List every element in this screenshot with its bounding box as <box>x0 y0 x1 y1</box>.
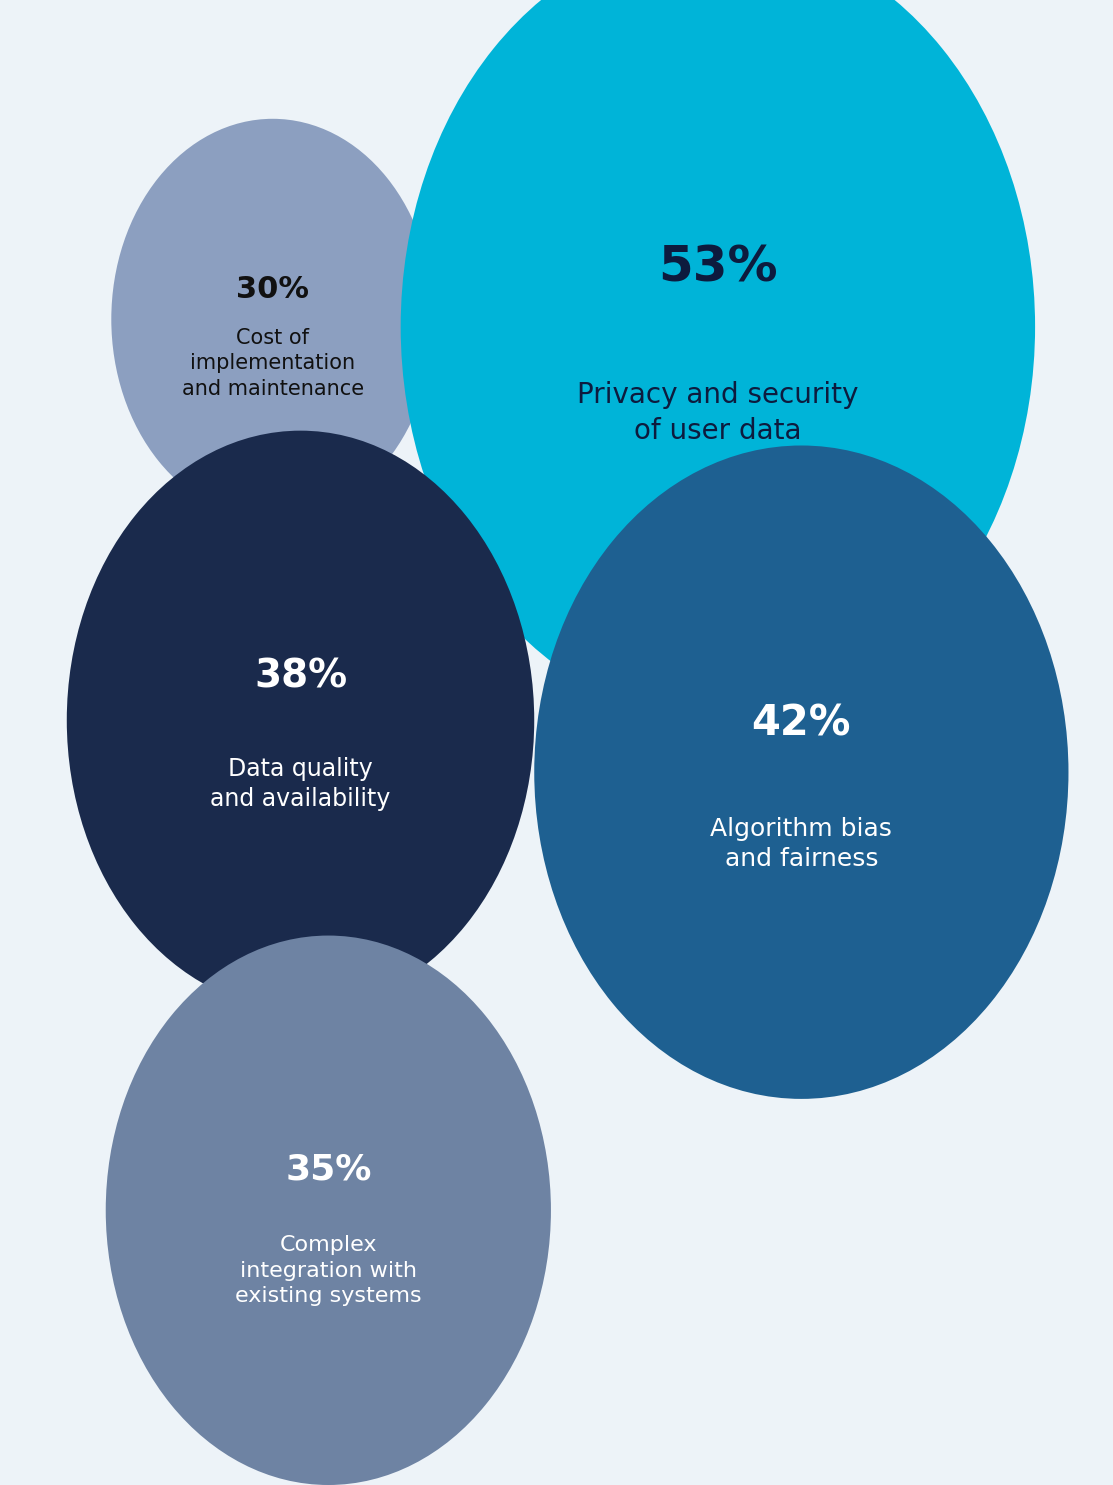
Text: 53%: 53% <box>658 244 778 291</box>
Ellipse shape <box>111 119 434 520</box>
Text: 30%: 30% <box>236 275 309 304</box>
Ellipse shape <box>106 936 551 1485</box>
Ellipse shape <box>534 446 1068 1099</box>
Ellipse shape <box>401 0 1035 720</box>
Text: Algorithm bias
and fairness: Algorithm bias and fairness <box>710 817 893 872</box>
Text: Privacy and security
of user data: Privacy and security of user data <box>578 382 858 445</box>
Text: Complex
integration with
existing systems: Complex integration with existing system… <box>235 1236 422 1307</box>
Text: 35%: 35% <box>285 1152 372 1187</box>
Text: Data quality
and availability: Data quality and availability <box>210 756 391 811</box>
Text: Cost of
implementation
and maintenance: Cost of implementation and maintenance <box>181 328 364 399</box>
Text: 38%: 38% <box>254 658 347 696</box>
Text: 42%: 42% <box>751 702 851 744</box>
Ellipse shape <box>67 431 534 1010</box>
